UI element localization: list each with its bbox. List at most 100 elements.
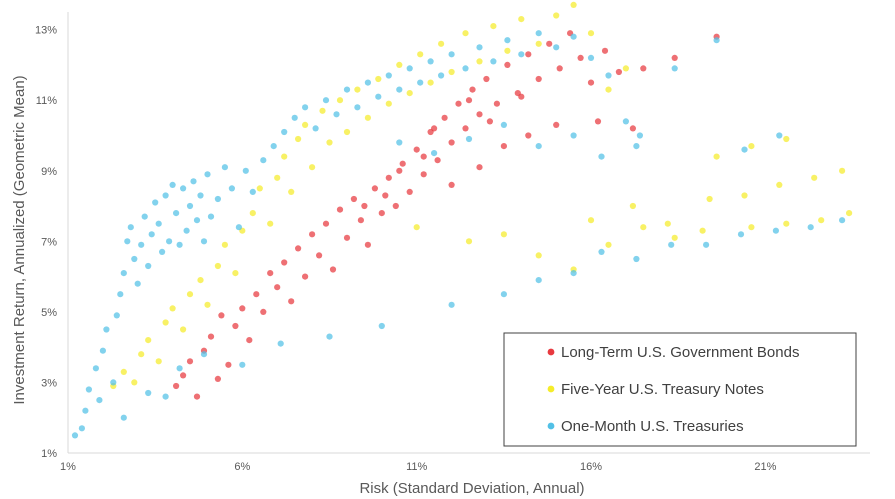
x-tick-label: 11% bbox=[406, 461, 427, 473]
data-point bbox=[214, 375, 221, 382]
data-point bbox=[441, 114, 448, 121]
data-point bbox=[776, 181, 783, 188]
data-point bbox=[281, 259, 288, 266]
data-point bbox=[200, 238, 208, 245]
data-point bbox=[197, 192, 204, 199]
data-point bbox=[811, 174, 818, 181]
data-point bbox=[417, 51, 424, 58]
data-point bbox=[427, 79, 434, 86]
data-point bbox=[312, 125, 319, 132]
data-point bbox=[570, 1, 577, 8]
data-point bbox=[302, 273, 309, 280]
data-point bbox=[378, 210, 385, 217]
data-point bbox=[570, 270, 577, 277]
legend-label-one-month-treasuries: One-Month U.S. Treasuries bbox=[561, 418, 744, 435]
data-point bbox=[636, 132, 644, 139]
y-tick-label: 11% bbox=[36, 95, 57, 107]
data-point bbox=[71, 432, 79, 439]
data-point bbox=[615, 68, 623, 76]
data-point bbox=[431, 125, 438, 132]
data-point bbox=[309, 164, 316, 171]
data-point bbox=[302, 121, 309, 128]
data-point bbox=[281, 153, 288, 160]
data-point bbox=[180, 326, 187, 333]
data-point bbox=[228, 185, 235, 192]
data-point bbox=[169, 181, 176, 188]
data-point bbox=[120, 368, 127, 375]
data-point bbox=[103, 326, 110, 333]
data-point bbox=[413, 146, 420, 153]
data-point bbox=[232, 270, 239, 277]
y-tick-label: 13% bbox=[35, 25, 57, 37]
data-point bbox=[197, 277, 204, 284]
data-point bbox=[364, 241, 371, 248]
data-point bbox=[807, 224, 814, 231]
legend-label-long-term-bonds: Long-Term U.S. Government Bonds bbox=[561, 344, 799, 361]
data-point bbox=[462, 125, 469, 132]
data-point bbox=[601, 47, 609, 54]
data-point bbox=[748, 143, 755, 150]
y-tick-label: 5% bbox=[41, 307, 57, 319]
data-point bbox=[598, 153, 605, 160]
data-point bbox=[364, 79, 371, 86]
data-point bbox=[465, 97, 473, 104]
data-point bbox=[162, 393, 169, 400]
data-point bbox=[420, 171, 427, 178]
data-point bbox=[85, 386, 92, 393]
data-point bbox=[354, 104, 361, 111]
data-point bbox=[113, 312, 120, 319]
data-point bbox=[385, 100, 392, 107]
data-point bbox=[741, 192, 748, 199]
data-point bbox=[818, 217, 825, 224]
data-point bbox=[235, 224, 242, 231]
data-point bbox=[152, 199, 159, 206]
data-point bbox=[448, 301, 455, 308]
data-point bbox=[166, 238, 173, 245]
data-point bbox=[465, 238, 473, 245]
data-point bbox=[274, 174, 281, 181]
data-point bbox=[180, 372, 187, 379]
data-point bbox=[772, 227, 780, 234]
data-point bbox=[155, 358, 162, 365]
data-point bbox=[239, 305, 246, 312]
data-point bbox=[776, 132, 783, 139]
data-point bbox=[633, 143, 640, 150]
data-point bbox=[594, 118, 602, 125]
data-point bbox=[518, 51, 525, 58]
data-point bbox=[343, 234, 351, 241]
x-tick-labels: 1% 6% 11% 16% 21% bbox=[60, 461, 777, 473]
data-point bbox=[427, 58, 434, 65]
data-point bbox=[396, 86, 403, 93]
data-point bbox=[322, 220, 330, 227]
data-point bbox=[518, 16, 525, 23]
data-point bbox=[288, 298, 295, 305]
data-point bbox=[267, 270, 274, 277]
data-point bbox=[587, 30, 595, 37]
data-point bbox=[396, 167, 403, 174]
data-point bbox=[671, 65, 678, 72]
data-point bbox=[577, 54, 584, 62]
data-point bbox=[392, 202, 399, 210]
data-point bbox=[131, 255, 138, 263]
data-point bbox=[145, 389, 152, 397]
data-point bbox=[96, 397, 103, 404]
data-point bbox=[741, 146, 748, 153]
data-point bbox=[469, 86, 476, 93]
data-point bbox=[145, 337, 152, 344]
data-point bbox=[553, 121, 560, 128]
data-point bbox=[668, 241, 675, 248]
data-point bbox=[476, 111, 483, 118]
data-point bbox=[375, 93, 382, 100]
data-point bbox=[350, 195, 357, 203]
data-point bbox=[200, 351, 208, 358]
data-point bbox=[535, 252, 542, 259]
data-point bbox=[343, 86, 351, 93]
data-point bbox=[260, 157, 267, 164]
data-point bbox=[361, 202, 368, 210]
data-point bbox=[354, 86, 361, 93]
data-point bbox=[535, 40, 542, 47]
data-point bbox=[120, 270, 127, 277]
data-point bbox=[431, 150, 438, 157]
data-point bbox=[748, 224, 755, 231]
data-point bbox=[232, 322, 239, 330]
